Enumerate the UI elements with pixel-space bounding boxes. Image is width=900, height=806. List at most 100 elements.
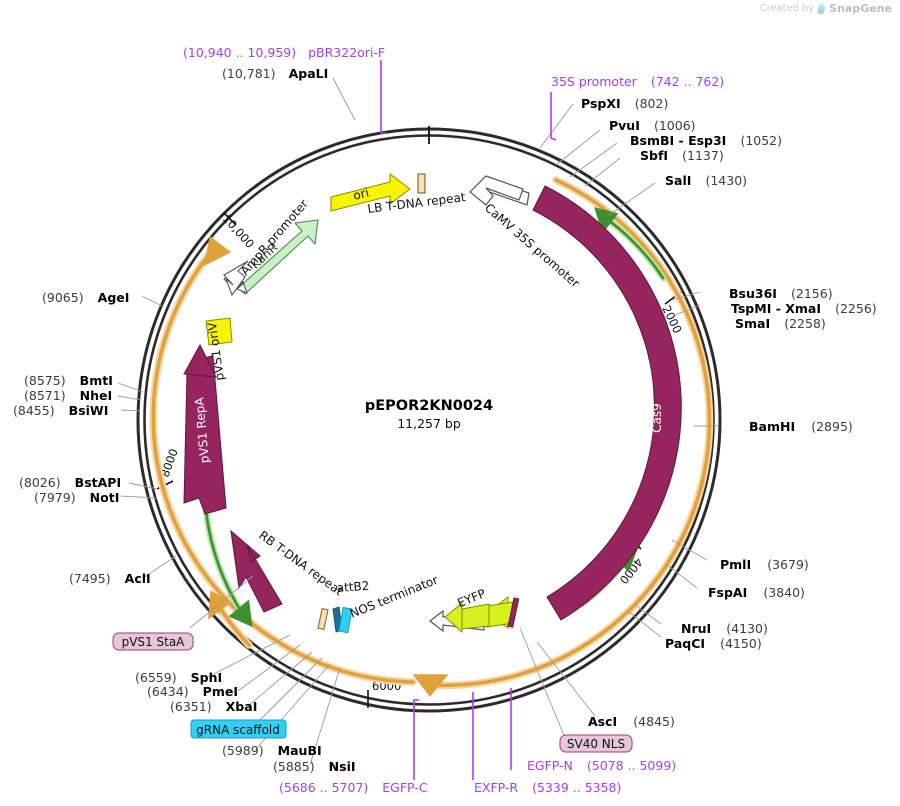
primer-35s-name: 35S promoter	[551, 74, 638, 89]
enzyme-nhei-name: NheI	[80, 388, 113, 403]
enzyme-pvui-pos: (1006)	[654, 118, 696, 133]
badge-grna-scaffold-label: gRNA scaffold	[196, 723, 280, 737]
enzyme-sphi-pos: (6559)	[135, 670, 177, 685]
enzyme-maubi-pos: (5989)	[222, 743, 264, 758]
enzyme-fspai-name: FspAI	[708, 585, 747, 600]
enzyme-bamhi-pos: (2895)	[811, 419, 853, 434]
enzyme-bmti-name: BmtI	[80, 373, 113, 388]
enzyme-sbfi: SbfI (1137)	[640, 145, 724, 164]
enzyme-acli-name: AclI	[125, 571, 151, 586]
badge-sv40-nls[interactable]: SV40 NLS	[559, 734, 633, 753]
enzyme-pspxi-pos: (802)	[635, 96, 669, 111]
feature-label-ori: ori	[352, 185, 371, 202]
enzyme-nrui: NruI (4130)	[681, 618, 768, 637]
enzyme-fspai: FspAI (3840)	[708, 582, 805, 601]
enzyme-noti-name: NotI	[90, 490, 120, 505]
enzyme-asci: AscI (4845)	[588, 711, 675, 730]
enzyme-asci-pos: (4845)	[633, 714, 675, 729]
enzyme-bsmbi-esp3i-name: BsmBI - Esp3I	[630, 133, 726, 148]
primer-egfp-n-name: EGFP-N	[527, 758, 573, 773]
enzyme-bsu36i: Bsu36I (2156)	[729, 283, 833, 302]
feature-eyfp[interactable]: EYFP	[444, 586, 520, 634]
enzyme-xbai-name: XbaI	[226, 699, 258, 714]
primer-pbr322ori-f: (10,940 .. 10,959) pBR322ori-F	[183, 45, 385, 60]
enzyme-pmei-pos: (6434)	[147, 684, 189, 699]
enzyme-bamhi: BamHI (2895)	[749, 416, 853, 435]
feature-label-pvs1-repa: pVS1 RepA	[192, 396, 212, 464]
badge-pvs1-staa-label: pVS1 StaA	[122, 635, 186, 649]
feature-pvs1-repa[interactable]: pVS1 RepA	[183, 343, 227, 515]
enzyme-sbfi-pos: (1137)	[682, 148, 724, 163]
enzyme-agei-name: AgeI	[98, 290, 130, 305]
enzyme-pmli-name: PmlI	[720, 557, 751, 572]
enzyme-nsii: (5885) NsiI	[273, 756, 356, 775]
primer-exfp-r-name: EXFP-R	[474, 780, 518, 795]
enzyme-acli: (7495) AclI	[69, 568, 151, 587]
enzyme-smai-pos: (2258)	[784, 316, 826, 331]
enzyme-pmli-pos: (3679)	[767, 557, 809, 572]
enzyme-sbfi-name: SbfI	[640, 148, 668, 163]
feature-label-attb2: attB2	[336, 579, 370, 595]
enzyme-maubi: (5989) MauBI	[222, 740, 322, 759]
primer-egfp-c: (5686 .. 5707) EGFP-C	[279, 780, 428, 795]
enzyme-tspmi-xmai-name: TspMI - XmaI	[731, 301, 821, 316]
enzyme-bsmbi-esp3i: BsmBI - Esp3I (1052)	[630, 130, 782, 149]
enzyme-agei: (9065) AgeI	[42, 287, 129, 306]
enzyme-bsiwi: (8455) BsiWI	[13, 400, 108, 419]
enzyme-bsiwi-pos: (8455)	[13, 403, 55, 418]
feature-cas9[interactable]: Cas9	[532, 185, 682, 621]
enzyme-apali-name: ApaLI	[289, 66, 329, 81]
enzyme-paqci: PaqCI (4150)	[665, 633, 762, 652]
enzyme-pspxi: PspXI (802)	[581, 93, 668, 112]
primer-brackets	[380, 60, 557, 780]
enzyme-bmti: (8575) BmtI	[24, 370, 113, 389]
enzyme-paqci-pos: (4150)	[720, 636, 762, 651]
enzyme-sphi: (6559) SphI	[135, 667, 222, 686]
enzyme-pmei-name: PmeI	[203, 684, 238, 699]
feature-camv35s-promoter[interactable]: CaMV 35S promoter	[469, 175, 582, 290]
primer-35s-range: (742 .. 762)	[651, 74, 724, 89]
primer-egfp-n-range: (5078 .. 5099)	[587, 758, 676, 773]
enzyme-tspmi-xmai-pos: (2256)	[835, 301, 877, 316]
enzyme-fspai-pos: (3840)	[763, 585, 805, 600]
badge-pvs1-staa[interactable]: pVS1 StaA	[112, 632, 194, 651]
primer-egfp-n: EGFP-N (5078 .. 5099)	[527, 758, 676, 773]
enzyme-pmei: (6434) PmeI	[147, 681, 238, 700]
enzyme-tspmi-xmai: TspMI - XmaI (2256)	[731, 298, 877, 317]
enzyme-noti: (7979) NotI	[34, 487, 119, 506]
feature-label-cas9: Cas9	[650, 403, 664, 433]
enzyme-pmli: PmlI (3679)	[720, 554, 809, 573]
watermark-brand: SnapGene	[829, 2, 892, 15]
feature-attb2[interactable]: attB2	[317, 579, 370, 634]
enzyme-nsii-name: NsiI	[329, 759, 356, 774]
enzyme-asci-name: AscI	[588, 714, 617, 729]
enzyme-maubi-name: MauBI	[278, 743, 322, 758]
enzyme-bsmbi-esp3i-pos: (1052)	[740, 133, 782, 148]
enzyme-sali-name: SalI	[665, 173, 691, 188]
feature-rb-tdna-repeat[interactable]: RB T-DNA repeat	[230, 528, 346, 613]
enzyme-xbai-pos: (6351)	[170, 699, 212, 714]
primer-exfp-r-range: (5339 .. 5358)	[532, 780, 621, 795]
enzyme-bamhi-name: BamHI	[749, 419, 795, 434]
badge-sv40-nls-label: SV40 NLS	[567, 737, 625, 751]
enzyme-bstapi-pos: (8026)	[19, 475, 61, 490]
page-title: pEPOR2KN0024	[365, 398, 493, 414]
primer-35s-promoter: 35S promoter (742 .. 762)	[551, 74, 724, 89]
enzyme-sali: SalI (1430)	[665, 170, 747, 189]
enzyme-nsii-pos: (5885)	[273, 759, 315, 774]
tick-label-10000: 10,000	[220, 212, 257, 251]
badge-grna-scaffold[interactable]: gRNA scaffold	[190, 719, 287, 739]
enzyme-nrui-name: NruI	[681, 621, 711, 636]
feature-ori[interactable]: ori	[330, 173, 411, 212]
primer-egfp-c-range: (5686 .. 5707)	[279, 780, 368, 795]
primer-pbr322ori-f-name: pBR322ori-F	[308, 45, 385, 60]
enzyme-bmti-pos: (8575)	[24, 373, 66, 388]
enzyme-xbai: (6351) XbaI	[170, 696, 257, 715]
enzyme-nrui-pos: (4130)	[726, 621, 768, 636]
enzyme-agei-pos: (9065)	[42, 290, 84, 305]
enzyme-smai-name: SmaI	[735, 316, 770, 331]
enzyme-nhei-pos: (8571)	[24, 388, 66, 403]
enzyme-noti-pos: (7979)	[34, 490, 76, 505]
